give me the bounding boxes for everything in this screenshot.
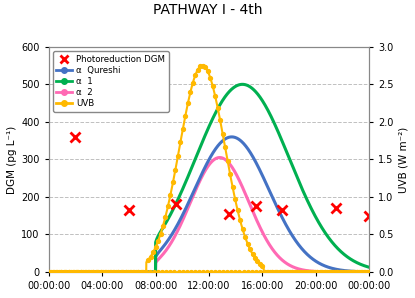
Text: PATHWAY I - 4th: PATHWAY I - 4th (153, 3, 262, 17)
Legend: Photoreduction DGM, α  Qureshi, α  1, α  2, UVB: Photoreduction DGM, α Qureshi, α 1, α 2,… (53, 51, 168, 111)
Y-axis label: DGM (pg L⁻¹): DGM (pg L⁻¹) (7, 125, 17, 193)
Y-axis label: UVB (W m⁻²): UVB (W m⁻²) (398, 126, 408, 193)
